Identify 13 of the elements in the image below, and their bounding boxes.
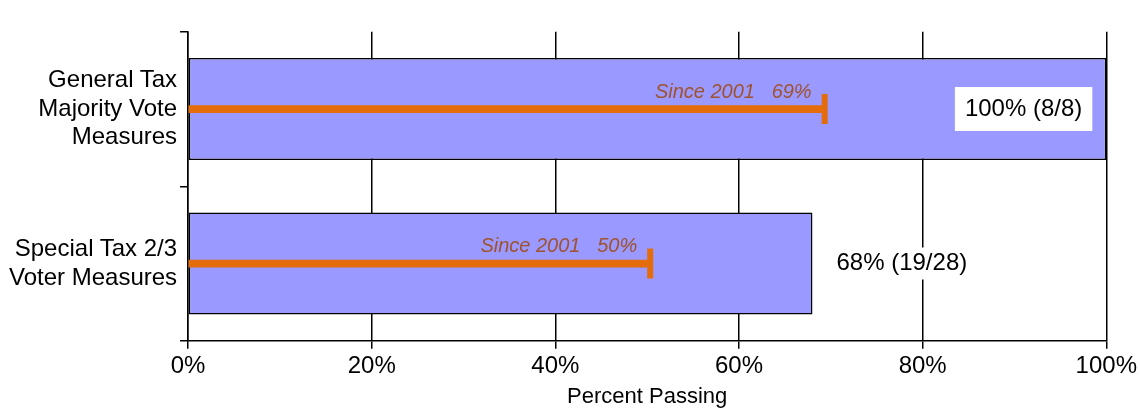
y-tick-label: General Tax Majority Vote Measures [38,64,178,150]
x-tick-label: 40% [531,350,580,378]
data-label: 100% (8/8) [964,93,1083,121]
x-tick-label: 0% [170,350,206,378]
x-tick-label: 60% [714,350,764,378]
data-label: Since 2001 69% [654,79,812,102]
y-tick-label: Special Tax 2/3 Voter Measures [8,233,178,290]
data-label: Since 2001 50% [480,234,638,257]
x-tick-label: 80% [898,350,947,378]
x-tick-label: 20% [347,350,396,378]
x-axis-title: Percent Passing [567,382,728,408]
x-tick-label: 100% [1075,350,1137,378]
data-label: 68% (19/28) [836,248,968,276]
